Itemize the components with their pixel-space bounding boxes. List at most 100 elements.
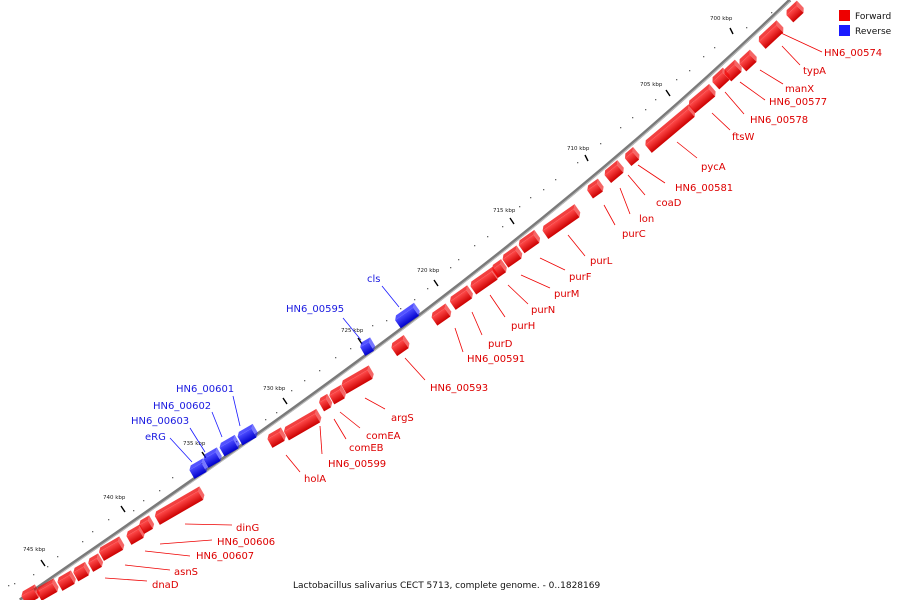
forward-gene-box bbox=[786, 0, 804, 23]
leader-line-hn6-00578 bbox=[724, 91, 745, 115]
gene-label-hn6-00603: HN6_00603 bbox=[131, 416, 189, 427]
scale-dot bbox=[304, 380, 306, 382]
gene-label-cls: cls bbox=[367, 274, 381, 285]
leader-line-purd bbox=[471, 311, 483, 336]
gene-label-hn6-00591: HN6_00591 bbox=[467, 354, 525, 365]
gene-label-asns: asnS bbox=[174, 567, 198, 578]
forward-gene-box bbox=[645, 104, 696, 153]
gene-label-hn6-00602: HN6_00602 bbox=[153, 401, 211, 412]
forward-gene-box bbox=[502, 245, 523, 268]
tick-mark bbox=[120, 505, 126, 513]
forward-gene-box bbox=[688, 83, 716, 114]
leader-line-hn6-00607 bbox=[144, 550, 191, 557]
scale-dot bbox=[350, 348, 352, 350]
leader-line-hn6-00601 bbox=[232, 395, 241, 427]
reverse-gene-box bbox=[189, 458, 208, 479]
scale-dot bbox=[265, 419, 267, 421]
scale-dot bbox=[703, 56, 705, 58]
leader-line-purh bbox=[489, 294, 506, 318]
forward-gene-box bbox=[758, 20, 784, 49]
leader-line-purf bbox=[539, 257, 566, 271]
legend-forward-label: Forward bbox=[855, 12, 891, 22]
gene-label-coad: coaD bbox=[656, 198, 682, 209]
forward-gene-box bbox=[36, 578, 59, 600]
scale-dot bbox=[620, 127, 622, 129]
gene-label-ding: dinG bbox=[236, 523, 259, 534]
scale-dot bbox=[33, 574, 35, 576]
gene-label-hn6-00581: HN6_00581 bbox=[675, 183, 733, 194]
tick-marks: 700 kbp 705 kbp 710 kbp 715 kbp 720 kbp 725 k… bbox=[23, 16, 734, 567]
gene-label-hn6-00578: HN6_00578 bbox=[750, 115, 808, 126]
gene-label-hn6-00577: HN6_00577 bbox=[769, 97, 827, 108]
scale-dot bbox=[108, 519, 110, 521]
leader-line-hn6-00595 bbox=[342, 317, 362, 341]
forward-gene-box bbox=[587, 178, 604, 199]
leader-line-hn6-00603 bbox=[189, 427, 206, 453]
scale-dot bbox=[276, 412, 278, 414]
tick-label: 740 kbp bbox=[103, 495, 126, 501]
scale-dot bbox=[159, 490, 161, 492]
scale-dot bbox=[771, 12, 773, 14]
gene-label-purc: purC bbox=[622, 229, 646, 240]
tick-label: 725 kbp bbox=[341, 328, 364, 334]
gene-label-erg: eRG bbox=[145, 432, 166, 443]
scale-dot bbox=[427, 288, 429, 290]
gene-label-comea: comEA bbox=[366, 431, 401, 442]
forward-gene-box bbox=[470, 266, 499, 295]
scale-dot bbox=[133, 510, 135, 512]
tick-mark bbox=[729, 27, 734, 35]
legend-forward-swatch bbox=[839, 10, 850, 21]
scale-dot bbox=[577, 162, 579, 164]
gene-label-hola: holA bbox=[304, 474, 326, 485]
leader-line-cls bbox=[381, 285, 400, 308]
leader-line-hn6-00577 bbox=[739, 81, 766, 101]
gene-label-hn6-00599: HN6_00599 bbox=[328, 459, 386, 470]
scale-dot bbox=[82, 541, 84, 543]
scale-dot bbox=[519, 206, 521, 208]
gene-label-purh: purH bbox=[511, 321, 535, 332]
gene-label-hn6-00595: HN6_00595 bbox=[286, 304, 344, 315]
gene-label-pyca: pycA bbox=[701, 162, 726, 173]
scale-dot bbox=[645, 109, 647, 111]
scale-dot bbox=[530, 197, 532, 199]
scale-dot bbox=[746, 27, 748, 29]
forward-gene-box bbox=[21, 584, 40, 600]
leader-line-hn6-00591 bbox=[454, 327, 464, 353]
gene-label-typa: typA bbox=[803, 66, 826, 77]
scale-dot bbox=[714, 47, 716, 49]
leader-line-purl bbox=[567, 234, 586, 257]
leader-line-hn6-00574 bbox=[780, 32, 823, 53]
scale-dot bbox=[319, 370, 321, 372]
scale-dot bbox=[555, 179, 557, 181]
scale-dot bbox=[543, 189, 545, 191]
leader-line-hn6-00602 bbox=[211, 411, 223, 438]
scale-dot bbox=[400, 308, 402, 310]
leader-line-args bbox=[364, 397, 386, 410]
legend: Forward Reverse bbox=[839, 10, 892, 37]
reverse-gene-box bbox=[360, 337, 376, 356]
leader-line-hn6-00593 bbox=[404, 357, 426, 381]
reverse-genes bbox=[189, 302, 420, 479]
forward-gene-box bbox=[98, 536, 125, 561]
forward-gene-box bbox=[126, 524, 145, 545]
scale-dot bbox=[57, 556, 59, 558]
scale-dot bbox=[632, 117, 634, 119]
scale-dot bbox=[143, 500, 145, 502]
forward-gene-box bbox=[449, 285, 473, 310]
forward-gene-box bbox=[341, 365, 374, 394]
tick-label: 735 kbp bbox=[183, 441, 206, 447]
tick-label: 715 kbp bbox=[493, 208, 516, 214]
gene-label-comeb: comEB bbox=[349, 443, 384, 454]
gene-label-hn6-00601: HN6_00601 bbox=[176, 384, 234, 395]
scale-dot bbox=[502, 226, 504, 228]
gene-label-dnad: dnaD bbox=[152, 580, 179, 591]
tick-label: 730 kbp bbox=[263, 386, 286, 392]
scale-dot bbox=[92, 531, 94, 533]
tick-mark bbox=[282, 397, 288, 405]
scale-dot bbox=[172, 477, 174, 479]
scale-dot bbox=[8, 585, 10, 587]
leader-line-comeb bbox=[333, 418, 347, 440]
legend-reverse-swatch bbox=[839, 25, 850, 36]
gene-label-purd: purD bbox=[488, 339, 513, 350]
